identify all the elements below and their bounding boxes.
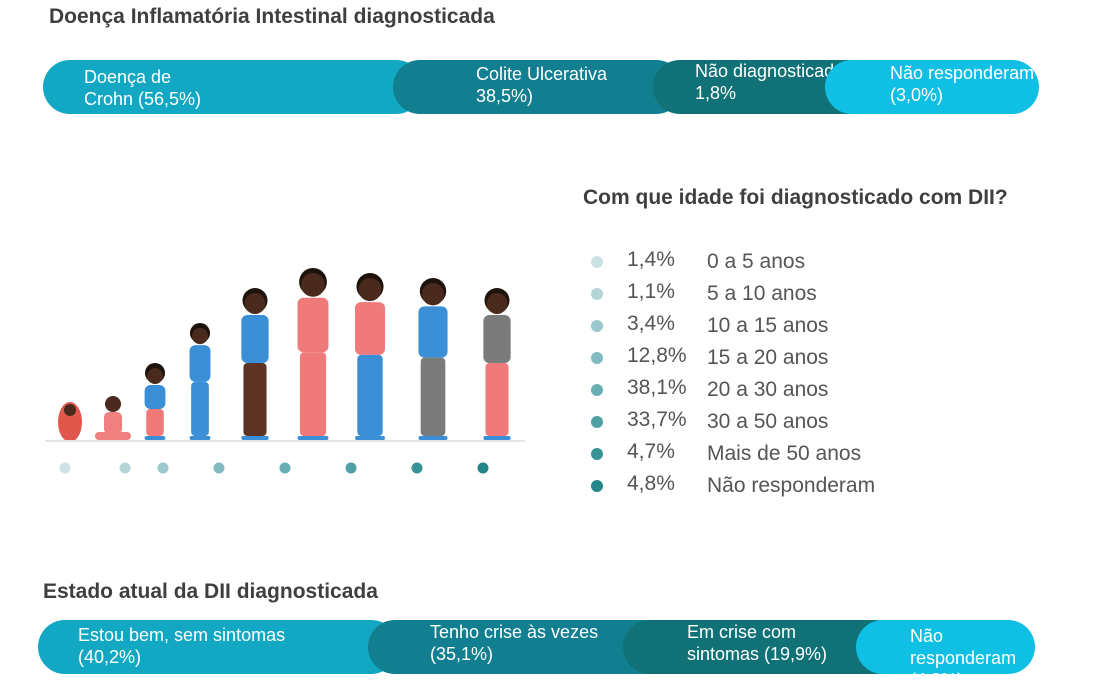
age-title: Com que idade foi diagnosticado com DII?: [583, 186, 1008, 209]
legend-percentage: 38,1%: [627, 376, 687, 399]
toddler-body-icon: [104, 412, 122, 434]
age-figures-illustration: [45, 268, 525, 474]
legend-age-range: 30 a 50 anos: [707, 410, 829, 433]
state-stacked-bar: Estou bem, sem sintomas (40,2%) Tenho cri…: [38, 620, 1035, 684]
legend-dot: [591, 416, 603, 428]
age-legend: 1,4% 0 a 5 anos 1,1% 5 a 10 anos 3,4% 10 a 15…: [591, 248, 931, 504]
legend-row: 38,1% 20 a 30 anos: [591, 376, 931, 408]
diagnosis-segment-4: Não responderam (3,0%): [825, 60, 1039, 114]
legend-percentage: 1,4%: [627, 248, 675, 271]
legend-row: 12,8% 15 a 20 anos: [591, 344, 931, 376]
state-title: Estado atual da DII diagnosticada: [43, 580, 378, 603]
person-shoes-icon: [483, 436, 511, 440]
person-head-icon: [486, 293, 508, 314]
legend-percentage: 4,8%: [627, 472, 675, 495]
person-torso-icon: [189, 345, 211, 382]
legend-dot: [591, 288, 603, 300]
state-segment-4: Não responderam (4,8%): [856, 620, 1035, 684]
legend-row: 4,8% Não responderam: [591, 472, 931, 504]
legend-row: 33,7% 30 a 50 anos: [591, 408, 931, 440]
legend-percentage: 33,7%: [627, 408, 687, 431]
age-group-dot: [345, 462, 357, 474]
legend-age-range: 10 a 15 anos: [707, 314, 829, 337]
legend-age-range: 0 a 5 anos: [707, 250, 806, 273]
person-torso-icon: [418, 306, 448, 358]
legend-age-range: 15 a 20 anos: [707, 346, 829, 369]
person-legs-icon: [485, 363, 509, 436]
state-segment-label: Tenho crise às vezes (35,1%): [430, 622, 599, 664]
age-group-dot: [411, 462, 423, 474]
age-group-dot: [157, 462, 169, 474]
person-shoes-icon: [241, 436, 269, 440]
age-group-dot: [119, 462, 131, 474]
person-shoes-icon: [189, 436, 211, 440]
legend-row: 3,4% 10 a 15 anos: [591, 312, 931, 344]
person-head-icon: [301, 273, 325, 297]
person-shoes-icon: [297, 436, 329, 440]
legend-dot: [591, 448, 603, 460]
state-segment-1: Estou bem, sem sintomas (40,2%): [38, 620, 398, 674]
person-legs-icon: [299, 352, 327, 436]
age-group-dot: [213, 462, 225, 474]
legend-dot: [591, 384, 603, 396]
person-head-icon: [147, 368, 163, 384]
legend-row: 1,4% 0 a 5 anos: [591, 248, 931, 280]
diagnosis-title: Doença Inflamatória Intestinal diagnosti…: [49, 5, 495, 28]
person-head-icon: [244, 293, 266, 314]
toddler-head-icon: [105, 396, 121, 412]
person-torso-icon: [241, 315, 269, 363]
legend-age-range: 5 a 10 anos: [707, 282, 817, 305]
diagnosis-stacked-bar: Doença de Crohn (56,5%) Colite Ulcerativa…: [43, 60, 1039, 114]
person-torso-icon: [297, 297, 329, 353]
legend-dot: [591, 352, 603, 364]
diagnosis-segment-label: Doença de Crohn (56,5%): [84, 67, 202, 109]
baby-head-icon: [64, 404, 76, 416]
legend-percentage: 3,4%: [627, 312, 675, 335]
legend-age-range: Não responderam: [707, 474, 876, 497]
person-head-icon: [421, 283, 445, 306]
person-legs-icon: [243, 363, 267, 436]
legend-age-range: Mais de 50 anos: [707, 442, 862, 465]
legend-percentage: 4,7%: [627, 440, 675, 463]
person-shoes-icon: [354, 436, 386, 440]
toddler-legs-icon: [95, 432, 131, 440]
age-group-dot: [477, 462, 489, 474]
baby-figure-icon: [58, 402, 82, 442]
state-segment-label: Estou bem, sem sintomas (40,2%): [78, 625, 286, 667]
legend-row: 4,7% Mais de 50 anos: [591, 440, 931, 472]
person-torso-icon: [144, 385, 166, 409]
age-group-dot: [59, 462, 71, 474]
person-legs-icon: [357, 354, 383, 436]
legend-percentage: 12,8%: [627, 344, 687, 367]
person-legs-icon: [191, 381, 209, 436]
diagnosis-segment-2: Colite Ulcerativa 38,5%): [393, 60, 683, 114]
person-shoes-icon: [144, 436, 166, 440]
diagnosis-segment-label: Não diagnosticado 1,8%: [695, 61, 845, 103]
person-torso-icon: [483, 315, 511, 363]
age-group-dot: [279, 462, 291, 474]
diagnosis-segment-1: Doença de Crohn (56,5%): [43, 60, 423, 114]
person-head-icon: [191, 328, 209, 345]
person-torso-icon: [354, 302, 386, 355]
person-head-icon: [358, 278, 382, 302]
person-legs-icon: [146, 409, 164, 436]
legend-percentage: 1,1%: [627, 280, 675, 303]
state-segment-label: Em crise com sintomas (19,9%): [687, 622, 828, 664]
state-segment-label: Não responderam (4,8%): [910, 626, 1017, 684]
legend-dot: [591, 480, 603, 492]
person-shoes-icon: [418, 436, 448, 440]
legend-dot: [591, 320, 603, 332]
legend-age-range: 20 a 30 anos: [707, 378, 829, 401]
diagnosis-segment-label: Não responderam (3,0%): [890, 63, 1035, 105]
person-legs-icon: [420, 357, 446, 436]
diagnosis-segment-label: Colite Ulcerativa 38,5%): [476, 64, 608, 106]
legend-dot: [591, 256, 603, 268]
legend-row: 1,1% 5 a 10 anos: [591, 280, 931, 312]
